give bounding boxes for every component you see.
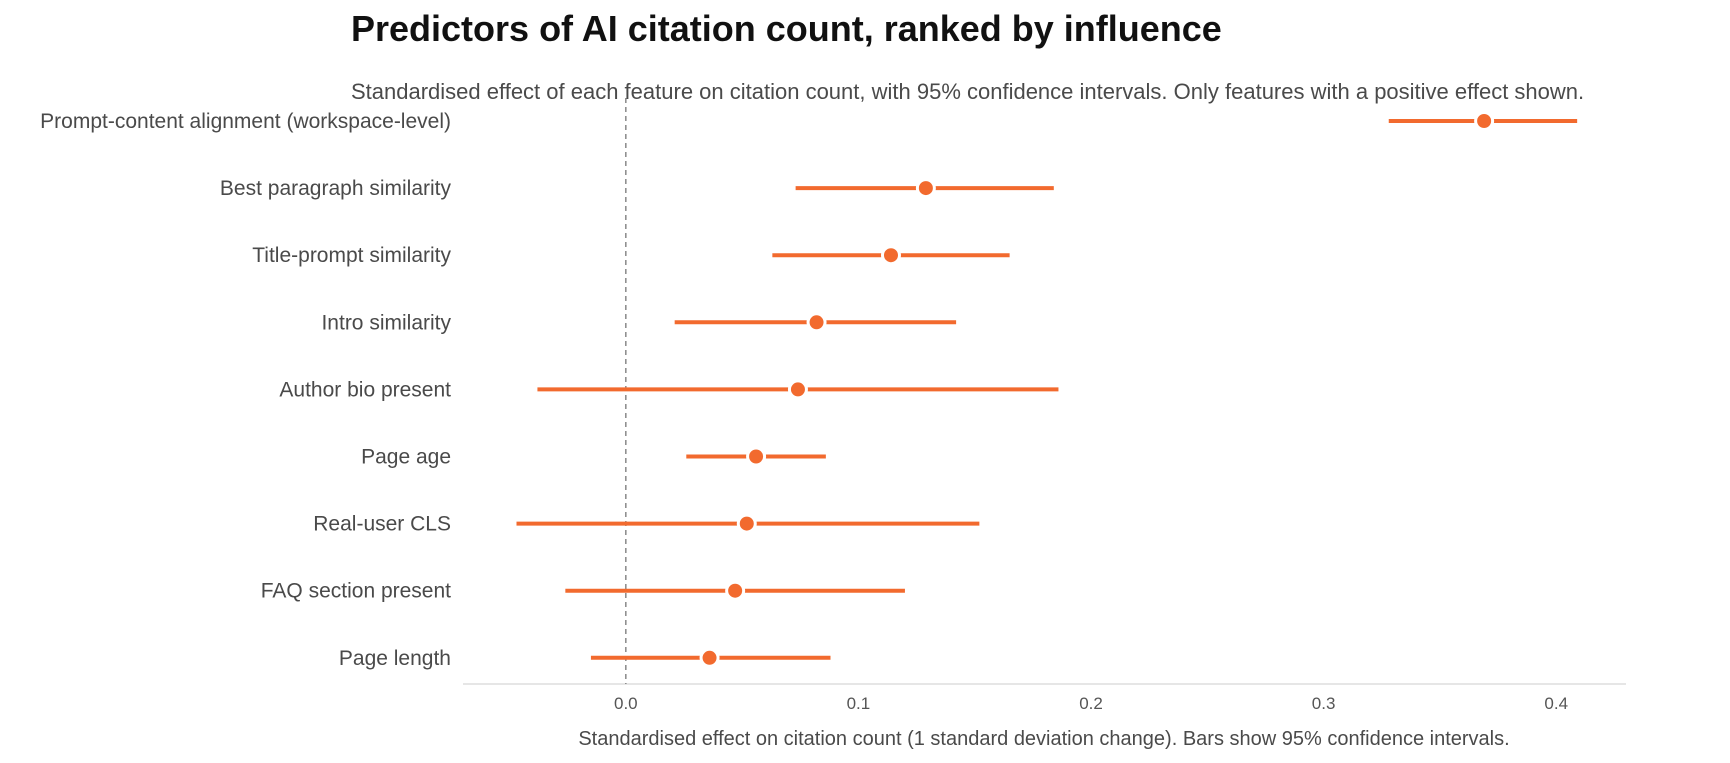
feature-label: Page age: [361, 446, 451, 469]
feature-row: Page length: [339, 647, 831, 670]
feature-row: Intro similarity: [321, 311, 957, 334]
x-tick-label: 0.1: [847, 694, 871, 713]
feature-label: Title-prompt similarity: [252, 244, 451, 267]
feature-rows: Prompt-content alignment (workspace-leve…: [40, 110, 1578, 670]
estimate-point: [806, 312, 827, 333]
feature-label: Prompt-content alignment (workspace-leve…: [40, 110, 451, 133]
x-tick-label: 0.4: [1544, 694, 1568, 713]
feature-label: Real-user CLS: [313, 513, 451, 536]
feature-row: FAQ section present: [261, 580, 905, 603]
estimate-point: [725, 580, 746, 601]
estimate-point: [880, 245, 901, 266]
estimate-point: [746, 446, 767, 467]
x-axis-ticks: 0.0 0.1 0.2 0.3 0.4: [614, 694, 1568, 713]
feature-label: Page length: [339, 647, 451, 670]
estimate-point: [787, 379, 808, 400]
feature-row: Author bio present: [279, 378, 1059, 401]
x-tick-label: 0.0: [614, 694, 638, 713]
x-tick-label: 0.3: [1312, 694, 1336, 713]
estimate-point: [736, 513, 757, 534]
estimate-point: [1474, 111, 1495, 131]
feature-row: Title-prompt similarity: [252, 244, 1010, 267]
feature-label: FAQ section present: [261, 580, 451, 603]
feature-label: Best paragraph similarity: [220, 177, 452, 200]
feature-row: Real-user CLS: [313, 513, 980, 536]
x-tick-label: 0.2: [1079, 694, 1103, 713]
estimate-point: [699, 647, 720, 668]
feature-row: Prompt-content alignment (workspace-leve…: [40, 110, 1578, 133]
chart-subtitle: Standardised effect of each feature on c…: [351, 79, 1584, 104]
feature-label: Author bio present: [279, 378, 451, 401]
estimate-point: [915, 178, 936, 199]
feature-label: Intro similarity: [321, 311, 451, 334]
feature-row: Page age: [361, 446, 826, 469]
x-axis-label: Standardised effect on citation count (1…: [578, 728, 1509, 750]
chart-title: Predictors of AI citation count, ranked …: [351, 8, 1222, 49]
feature-row: Best paragraph similarity: [220, 177, 1054, 200]
